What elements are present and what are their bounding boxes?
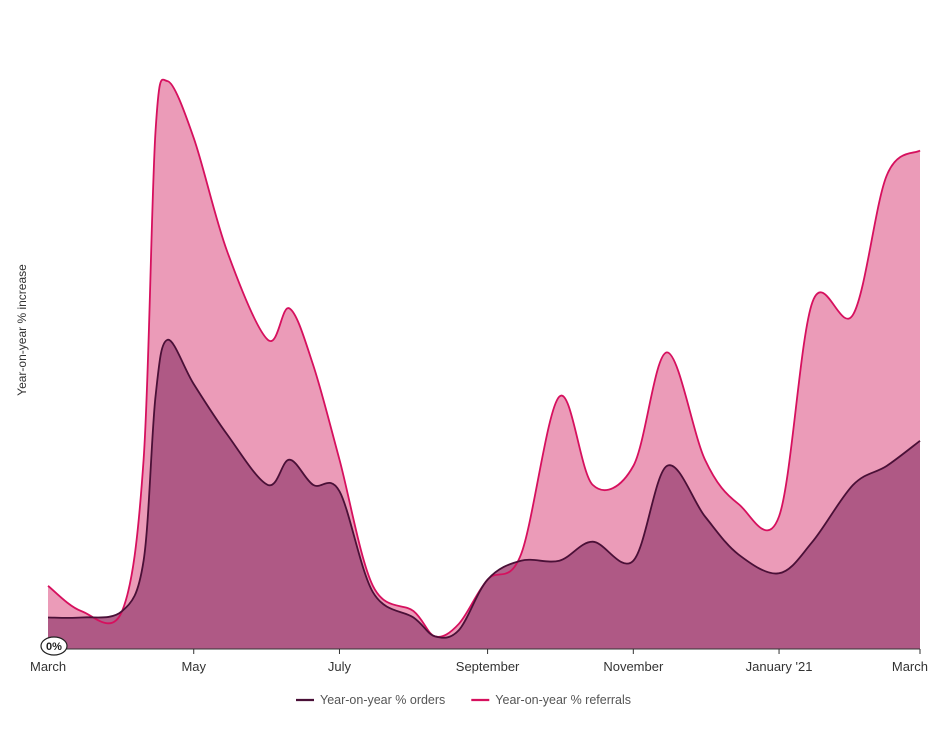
x-tick-label: January '21	[746, 659, 813, 674]
area-layer	[48, 79, 920, 649]
x-tick-label: May	[181, 659, 206, 674]
x-tick-label: March	[30, 659, 66, 674]
zero-badge: 0%	[40, 636, 68, 656]
zero-badge-bg	[40, 636, 68, 656]
x-tick-label: November	[603, 659, 664, 674]
x-tick-label: July	[328, 659, 352, 674]
y-tick-label-zero: 0%	[46, 641, 62, 653]
legend: Year-on-year % orders Year-on-year % refe…	[296, 693, 631, 707]
line-layer	[47, 78, 921, 639]
area-orders	[48, 339, 920, 649]
y-axis-label: Year-on-year % increase	[15, 264, 29, 396]
legend-label-referrals: Year-on-year % referrals	[495, 693, 631, 707]
x-axis-ticks: March May July September November January '21…	[30, 649, 928, 674]
x-tick-label: March	[892, 659, 928, 674]
legend-label-orders: Year-on-year % orders	[320, 693, 445, 707]
x-tick-label: September	[456, 659, 520, 674]
line-orders	[47, 338, 921, 639]
